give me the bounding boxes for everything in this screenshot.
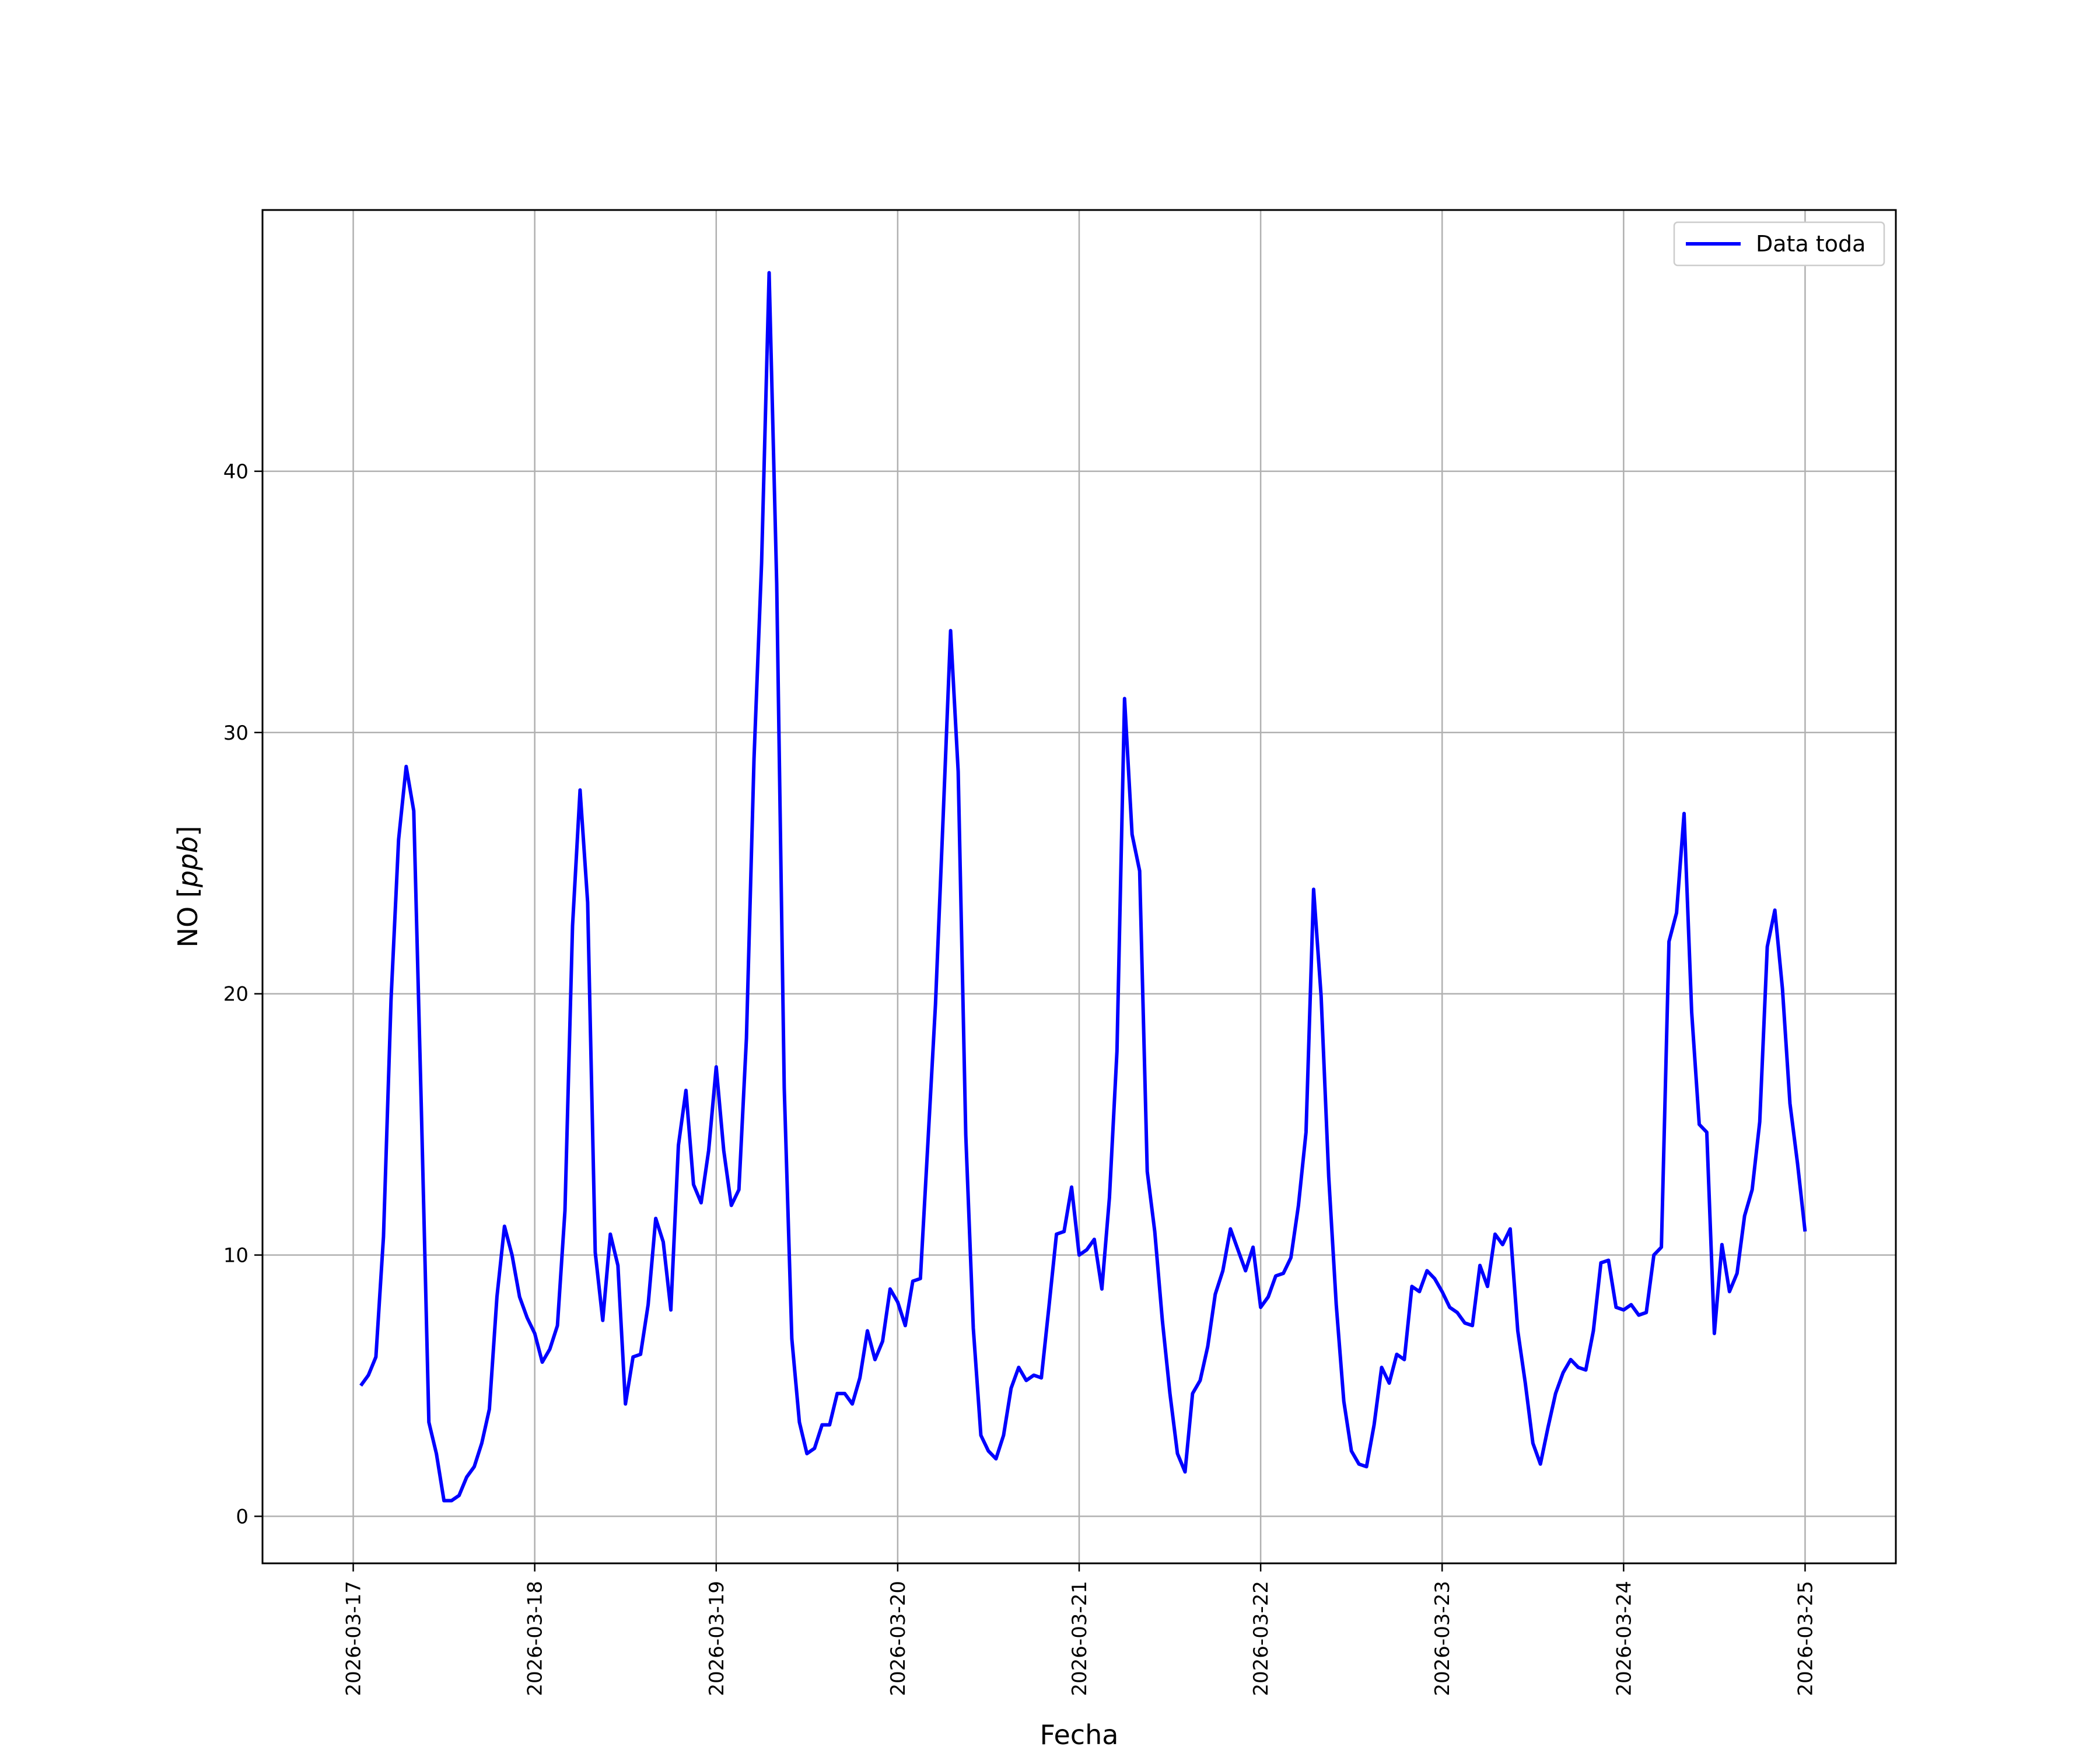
x-axis-label: Fecha: [1040, 1719, 1119, 1750]
y-tick-label: 40: [223, 460, 249, 484]
legend-label-data-toda: Data toda: [1756, 231, 1866, 257]
y-tick-label: 20: [223, 983, 249, 1006]
x-tick-label: 2026-03-24: [1612, 1581, 1636, 1696]
legend: Data toda: [1673, 221, 1885, 267]
x-tick-label: 2026-03-25: [1794, 1581, 1817, 1696]
y-tick-label: 10: [223, 1244, 249, 1268]
y-tick-label: 30: [223, 722, 249, 745]
x-tick-label: 2026-03-20: [887, 1581, 910, 1696]
x-axis-ticks: 2026-03-17 2026-03-18 2026-03-19 2026-03-20…: [342, 1563, 1817, 1696]
series-lines: [359, 271, 1807, 1503]
x-tick-label: 2026-03-18: [524, 1581, 547, 1696]
y-axis-label-unit: ppb: [172, 836, 204, 888]
legend-box: [1673, 221, 1885, 267]
x-tick-label: 2026-03-23: [1431, 1581, 1454, 1696]
x-tick-label: 2026-03-19: [705, 1581, 729, 1696]
y-axis-label-suffix: ]: [172, 826, 204, 836]
y-axis-label-prefix: NO [: [172, 887, 204, 947]
y-axis-ticks: 0 10 20 30 40: [223, 460, 262, 1528]
x-tick-label: 2026-03-21: [1068, 1581, 1091, 1696]
x-tick-label: 2026-03-22: [1250, 1581, 1273, 1696]
y-tick-label: 0: [236, 1505, 249, 1528]
x-tick-label: 2026-03-17: [342, 1581, 366, 1696]
series-line-0: [359, 271, 1807, 1503]
y-axis-label: NO [ppb]: [172, 826, 204, 948]
